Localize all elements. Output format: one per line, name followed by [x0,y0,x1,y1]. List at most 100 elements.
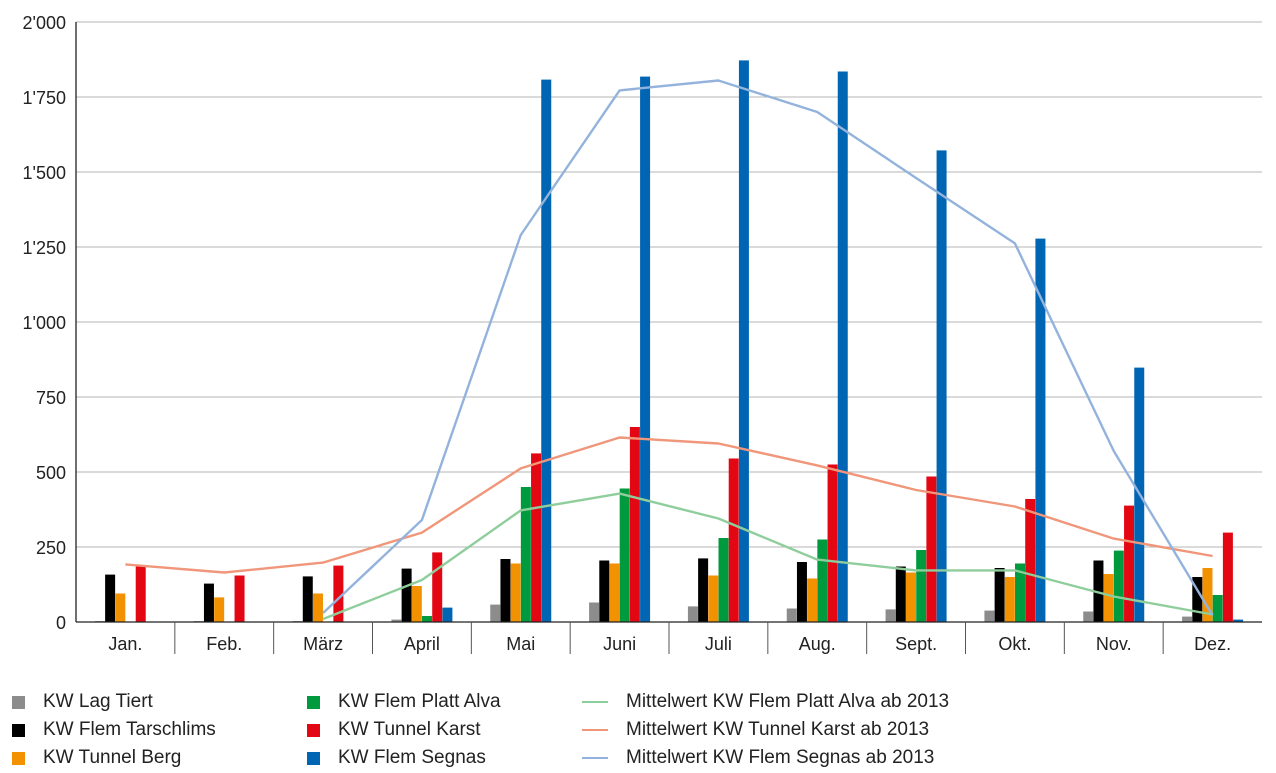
line-series [125,79,1214,621]
bar [796,562,807,622]
legend-label: KW Flem Segnas [338,747,486,768]
legend-item: KW Flem Segnas [307,744,501,772]
legend-item: KW Tunnel Karst [307,716,501,744]
legend-label: Mittelwert KW Tunnel Karst ab 2013 [626,719,930,740]
bar [687,606,698,622]
legend-column-1: KW Lag Tiert KW Flem Tarschlims KW Tunne… [12,688,216,772]
legend-item: KW Flem Platt Alva [307,688,501,716]
bar [490,604,501,622]
bar [640,76,651,623]
bar [1103,574,1114,622]
x-tick-label: März [303,634,343,654]
bar [1192,577,1203,622]
bar [333,565,344,622]
bar [994,568,1005,622]
legend-label: KW Tunnel Karst [338,719,481,740]
bar [984,610,995,622]
bar [728,458,739,622]
bar [234,575,245,622]
legend-label: Mittelwert KW Flem Segnas ab 2013 [626,747,935,768]
legend-label: KW Tunnel Berg [43,747,182,768]
legend-swatch [307,751,320,765]
y-tick-label: 500 [36,463,66,483]
x-tick-label: Okt. [998,634,1031,654]
bar [1025,499,1036,622]
bar [718,538,729,622]
series-line [125,436,1213,574]
bar [619,488,630,622]
bar [599,560,610,622]
legend-item: KW Lag Tiert [12,688,216,716]
y-tick-label: 0 [56,613,66,633]
bar [135,566,146,622]
y-tick-label: 1'750 [23,88,66,108]
x-tick-label: Feb. [206,634,242,654]
legend-swatch [12,695,25,709]
bar [629,427,640,622]
bar [609,563,620,622]
bar [738,60,749,622]
x-tick-label: Jan. [108,634,142,654]
x-tick-label: April [404,634,440,654]
legend-swatch [12,723,25,737]
bar [442,607,453,622]
bar [916,550,927,622]
bar [1222,532,1233,622]
bar [541,79,552,623]
bar [510,563,521,622]
bar [422,616,433,622]
x-tick-label: Dez. [1194,634,1231,654]
y-tick-label: 1'500 [23,163,66,183]
bar [411,586,422,622]
bar [1182,616,1193,622]
bar [1212,595,1223,622]
bar [589,602,600,622]
series-line [322,492,1213,621]
bar [1035,238,1046,622]
bar [531,453,542,622]
y-tick-label: 1'000 [23,313,66,333]
bar [895,566,906,622]
bar [817,539,828,622]
legend-label: Mittelwert KW Flem Platt Alva ab 2013 [626,691,950,712]
legend-item: KW Tunnel Berg [12,744,216,772]
x-tick-label: Nov. [1096,634,1132,654]
x-tick-label: Aug. [799,634,836,654]
legend-item: Mittelwert KW Flem Segnas ab 2013 [582,744,949,772]
bar [1083,611,1094,622]
bar [1015,563,1026,622]
legend-item: Mittelwert KW Flem Platt Alva ab 2013 [582,688,949,716]
x-tick-label: Mai [506,634,535,654]
legend-column-3: Mittelwert KW Flem Platt Alva ab 2013 Mi… [582,688,949,772]
bar [401,568,412,622]
legend-column-2: KW Flem Platt Alva KW Tunnel Karst KW Fl… [307,688,501,772]
bar [1124,505,1135,622]
bar [432,552,443,622]
legend-swatch [307,723,320,737]
bar [1004,577,1015,622]
legend-label: KW Lag Tiert [43,691,153,712]
bar [905,572,916,622]
bar [837,71,848,622]
x-tick-label: Juni [603,634,636,654]
bar [1233,619,1244,622]
bar [807,578,818,622]
bar [708,575,719,622]
legend-item: Mittelwert KW Tunnel Karst ab 2013 [582,716,949,744]
legend-swatch [12,751,25,765]
bar [105,574,116,622]
monthly-production-chart: 0 250 500 750 1'000 1'250 1'500 1'750 2'000 Jan.… [23,13,1262,654]
series-line [322,79,1214,617]
bar [203,583,214,622]
bar [520,487,531,622]
bar [698,558,709,622]
legend-label: KW Flem Tarschlims [43,719,216,740]
x-tick-label: Juli [705,634,732,654]
bar [500,559,511,622]
y-tick-label: 2'000 [23,13,66,33]
bar [391,619,402,622]
legend-line-swatch [582,701,608,703]
legend-swatch [307,695,320,709]
bar [936,150,947,622]
x-axis: Jan. Feb. März April Mai Juni Juli Aug. Sept. Okt… [76,621,1262,654]
